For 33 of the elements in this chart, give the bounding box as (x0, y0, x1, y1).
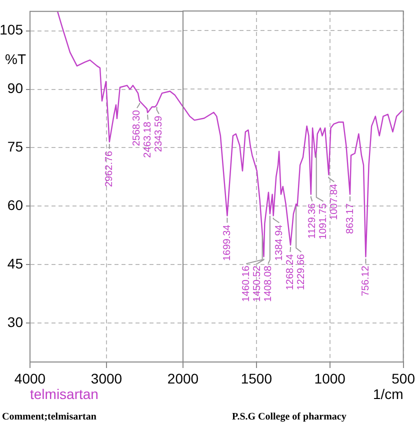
y-tick-label: 60 (7, 197, 24, 214)
annotation: 2343.59 (154, 115, 165, 152)
x-tick-label: 3000 (90, 370, 122, 386)
annotation: 1408.08 (262, 265, 274, 302)
x-tick-label: 1000 (314, 370, 346, 386)
annotation: 2463.18 (142, 121, 154, 158)
x-tick-label: 2000 (167, 370, 199, 386)
y-tick-label: 90 (7, 80, 24, 96)
y-tick-label: 45 (7, 255, 24, 272)
annotation: 756.12 (360, 265, 372, 296)
text: telmisartan (30, 386, 98, 402)
y-tick-label: 75 (7, 138, 24, 155)
x-tick-label: 500 (392, 370, 416, 386)
annotation: 863.17 (344, 202, 356, 234)
annotation: 2568.30 (132, 110, 143, 146)
annotation: 1129.36 (306, 202, 318, 239)
x-tick-label: 4000 (14, 370, 46, 386)
annotation: 1699.34 (222, 224, 233, 261)
x-tick-label: 1500 (240, 370, 272, 386)
annotation: 1091.75 (318, 202, 329, 240)
annotation: 1229.66 (296, 254, 307, 290)
annotation: 1460.16 (240, 265, 252, 302)
annotation: 2962.76 (104, 150, 116, 188)
annotation: 1268.24 (284, 254, 296, 290)
annotation: 1384.94 (274, 224, 285, 261)
annotation: 1450.52 (252, 265, 263, 302)
x-axis-title: 1/cm (372, 386, 404, 402)
annotation: 1007.84 (328, 183, 340, 220)
y-tick-label: 105 (0, 22, 24, 38)
y-tick-label: 30 (7, 314, 24, 330)
y-axis-title: %T (5, 50, 26, 67)
text: Comment;telmisartan (2, 412, 97, 423)
text: P.S.G College of pharmacy (232, 412, 346, 423)
